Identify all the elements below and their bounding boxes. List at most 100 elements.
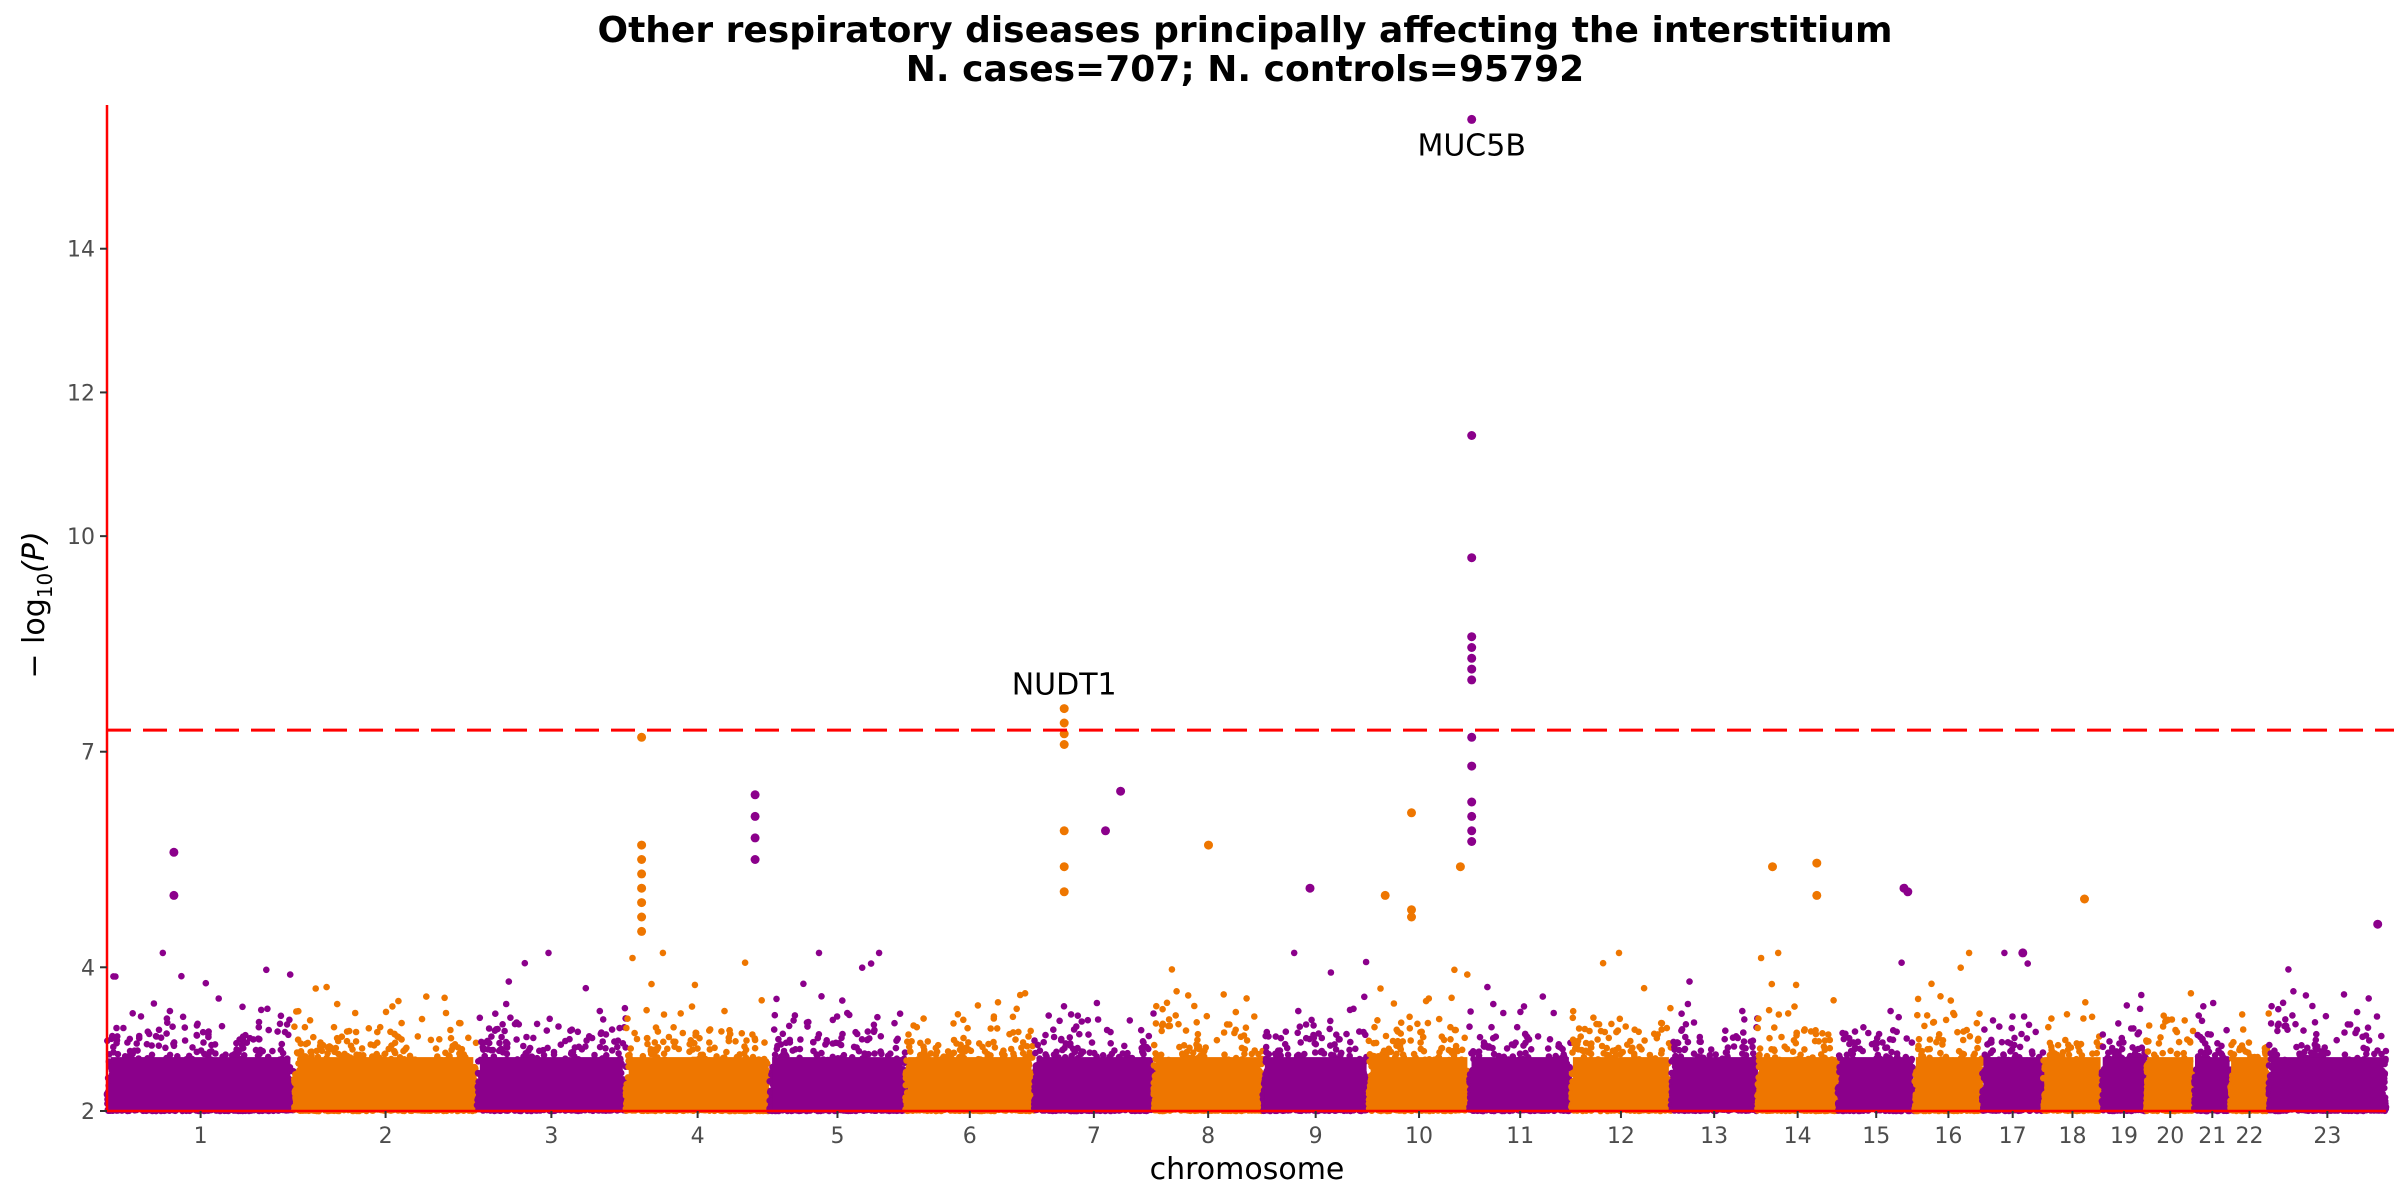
snp-point: [301, 1023, 309, 1031]
snp-point: [621, 1004, 629, 1012]
snp-point: [277, 1012, 285, 1020]
snp-point: [278, 1040, 286, 1048]
snp-point: [599, 1016, 607, 1023]
snp-point: [485, 1025, 493, 1032]
snp-point: [193, 1031, 200, 1039]
snp-point: [596, 1043, 604, 1051]
snp-point: [199, 1028, 207, 1036]
snp-point: [374, 1028, 381, 1036]
chromosome-3-dense-band: [479, 1057, 623, 1111]
snp-point: [567, 1027, 574, 1034]
snp-point: [274, 1028, 281, 1035]
snp-point: [501, 1027, 508, 1035]
chromosome-3-points: [473, 949, 630, 1115]
snp-point: [568, 1049, 575, 1056]
snp-point: [499, 1021, 506, 1028]
snp-point: [352, 1038, 360, 1045]
snp-point: [513, 1036, 520, 1043]
snp-point: [352, 1028, 360, 1036]
snp-point: [358, 1045, 366, 1052]
snp-point: [447, 1026, 454, 1034]
snp-point: [200, 1039, 207, 1046]
snp-point: [133, 1040, 140, 1047]
snp-point: [545, 949, 552, 957]
snp-point: [120, 1024, 127, 1032]
snp-point: [389, 1003, 396, 1010]
snp-point: [546, 1015, 553, 1023]
snp-point: [112, 973, 119, 980]
snp-point: [543, 1027, 551, 1034]
snp-point: [335, 1050, 342, 1058]
snp-point: [476, 1014, 484, 1022]
snp-point: [382, 1008, 390, 1016]
snp-point: [648, 980, 655, 988]
snp-point: [599, 1038, 606, 1045]
snp-point: [155, 1026, 163, 1034]
snp-point: [310, 1033, 317, 1041]
snp-point: [252, 1046, 260, 1054]
snp-point: [293, 1049, 301, 1056]
snp-point: [150, 1000, 158, 1007]
snp-point: [286, 1016, 293, 1024]
snp-point: [255, 1036, 263, 1043]
snp-point: [598, 1029, 605, 1036]
snp-point: [497, 1045, 505, 1053]
snp-point: [338, 1033, 346, 1040]
snp-point: [629, 954, 636, 962]
snp-point: [163, 1030, 170, 1037]
snp-point: [505, 978, 513, 985]
snp-point: [285, 1031, 292, 1039]
snp-point: [427, 1036, 435, 1044]
snp-point: [502, 1000, 510, 1008]
snp-point: [665, 1033, 673, 1041]
snp-point: [487, 1046, 495, 1054]
snp-point: [294, 1036, 302, 1043]
snp-point: [255, 1018, 263, 1026]
snp-point: [418, 1015, 426, 1023]
snp-point: [327, 1044, 335, 1051]
snp-point: [169, 1023, 176, 1030]
snp-point: [492, 1026, 500, 1033]
snp-point: [395, 997, 402, 1005]
snp-point: [614, 1043, 621, 1051]
snp-point: [222, 1051, 229, 1058]
snp-point: [442, 1009, 450, 1017]
snp-point: [465, 1034, 472, 1042]
snp-point: [205, 1033, 212, 1041]
snp-point: [157, 1034, 165, 1041]
snp-point: [143, 1040, 151, 1048]
snp-point: [114, 1033, 121, 1040]
snp-point: [574, 1028, 582, 1036]
snp-point: [414, 1033, 422, 1040]
snp-point: [447, 1034, 455, 1042]
snp-point: [202, 979, 210, 987]
chromosome-2-points: [291, 983, 481, 1115]
snp-point: [181, 1024, 189, 1031]
snp-point: [306, 1017, 314, 1024]
snp-point: [319, 1041, 327, 1049]
snp-point: [585, 1033, 593, 1040]
snp-point: [265, 1026, 273, 1034]
snp-point: [608, 1026, 616, 1033]
snp-point: [162, 1044, 169, 1052]
snp-point: [263, 966, 270, 974]
snp-point: [441, 994, 448, 1002]
snp-point: [582, 984, 590, 992]
snp-point: [114, 1050, 122, 1058]
snp-point: [455, 1019, 463, 1027]
snp-point: [403, 1044, 410, 1052]
snp-point: [454, 1044, 462, 1051]
snp-point: [391, 1039, 399, 1047]
chart-subtitle: N. cases=707; N. controls=95792: [906, 49, 1584, 90]
snp-point: [627, 1045, 634, 1052]
snp-point: [507, 1014, 514, 1021]
chart-title: Other respiratory diseases principally a…: [597, 10, 1892, 51]
snp-point: [520, 1042, 527, 1050]
snp-point: [544, 1044, 551, 1052]
chromosome-1-dense-band: [110, 1057, 291, 1111]
snp-point: [170, 1039, 178, 1046]
snp-point: [206, 1048, 213, 1056]
snp-point: [189, 1044, 196, 1051]
snp-point: [194, 1020, 201, 1028]
snp-point: [485, 1039, 493, 1047]
